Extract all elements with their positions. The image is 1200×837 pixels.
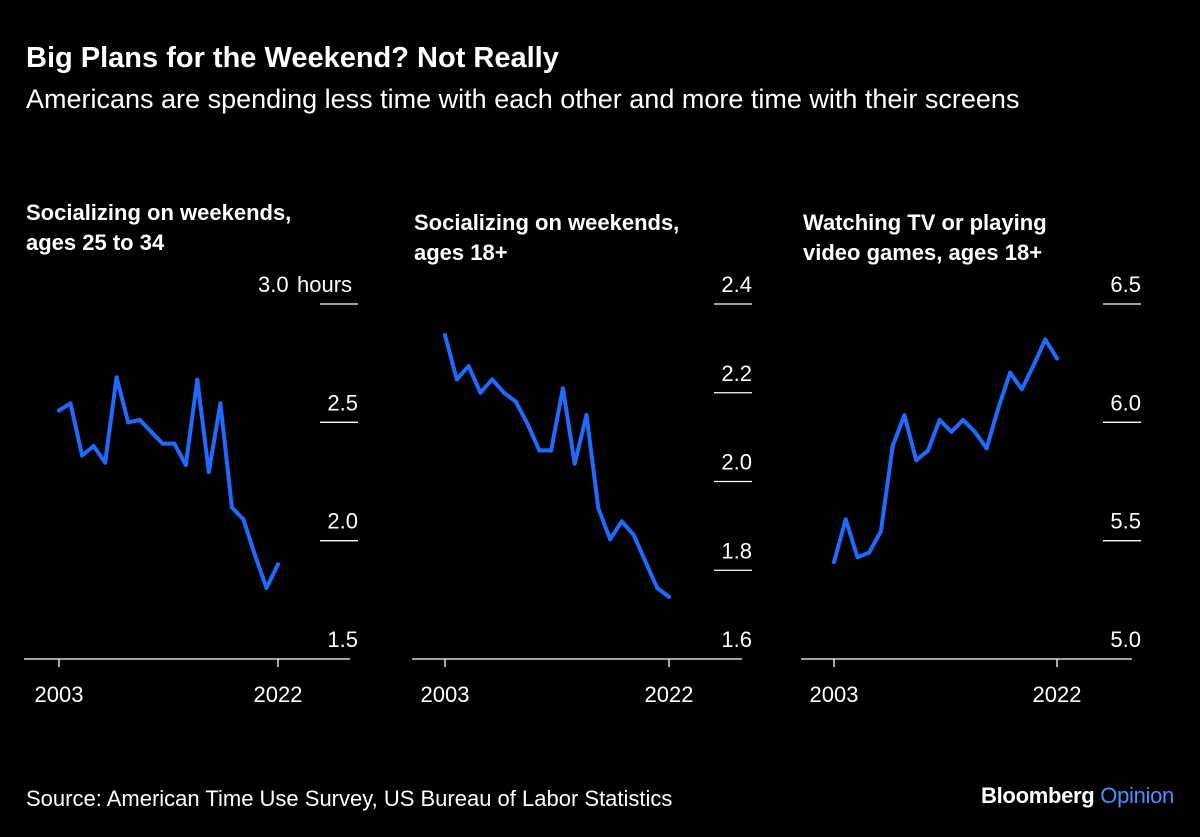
- y-tick-label-3-0: 5.0: [1110, 627, 1141, 652]
- brand-logo: Bloomberg Opinion: [981, 783, 1174, 809]
- data-point-3-2012: [937, 417, 942, 422]
- data-point-3-2013: [949, 429, 954, 434]
- data-point-2-2014: [572, 461, 577, 466]
- data-point-1-2018: [229, 505, 234, 510]
- data-point-2-2016: [596, 506, 601, 511]
- data-point-1-2007: [103, 460, 108, 465]
- data-point-3-2020: [1031, 363, 1036, 368]
- data-point-3-2006: [867, 550, 872, 555]
- y-tick-label-2-2: 2.0: [721, 450, 752, 475]
- data-point-2-2009: [513, 399, 518, 404]
- data-point-1-2013: [172, 441, 177, 446]
- y-tick-label-3-1: 5.5: [1110, 509, 1141, 534]
- y-tick-label-1-3: 3.0: [258, 272, 289, 297]
- data-point-1-2015: [195, 377, 200, 382]
- panel-title-1-line-1: Socializing on weekends,: [26, 200, 292, 225]
- panel-title-2-line-2: ages 18+: [414, 240, 508, 265]
- data-point-3-2003: [832, 559, 836, 564]
- panel-title-2-line-1: Socializing on weekends,: [414, 210, 680, 235]
- y-tick-label-2-1: 1.8: [721, 538, 752, 563]
- y-tick-label-1-2: 2.5: [327, 390, 358, 415]
- panel-title-3-line-1: Watching TV or playing: [803, 210, 1047, 235]
- data-point-2-2018: [619, 519, 624, 524]
- x-tick-label-3-0: 2003: [810, 682, 859, 707]
- data-point-3-2022: [1055, 356, 1059, 361]
- data-point-3-2016: [984, 446, 989, 451]
- data-point-1-2010: [137, 417, 142, 422]
- data-point-3-2007: [878, 529, 883, 534]
- data-point-2-2010: [525, 421, 530, 426]
- data-point-2-2012: [549, 448, 554, 453]
- x-tick-label-2-0: 2003: [421, 682, 470, 707]
- data-point-3-2019: [1019, 387, 1024, 392]
- data-point-1-2016: [206, 470, 211, 475]
- data-point-3-2021: [1043, 337, 1048, 342]
- chart-title: Big Plans for the Weekend? Not Really: [26, 42, 559, 74]
- data-point-1-2012: [160, 441, 165, 446]
- data-point-3-2010: [914, 458, 919, 463]
- series-line-2: [443, 333, 671, 599]
- series-line-3: [832, 337, 1059, 564]
- data-point-2-2004: [454, 377, 459, 382]
- panel-title-3-line-2: video games, ages 18+: [803, 240, 1043, 265]
- data-point-1-2004: [68, 401, 73, 406]
- y-unit-label-1: hours: [297, 272, 352, 297]
- y-tick-label-3-2: 6.0: [1110, 390, 1141, 415]
- x-tick-label-1-0: 2003: [35, 682, 84, 707]
- data-point-1-2008: [114, 375, 119, 380]
- brand-accent: Opinion: [1100, 783, 1174, 808]
- panel-title-3: Watching TV or playing video games, ages…: [803, 208, 1047, 268]
- y-tick-label-2-0: 1.6: [721, 627, 752, 652]
- data-point-3-2005: [855, 555, 860, 560]
- data-point-3-2018: [1008, 370, 1013, 375]
- source-note: Source: American Time Use Survey, US Bur…: [26, 786, 673, 811]
- data-point-3-2011: [925, 448, 930, 453]
- data-point-2-2013: [560, 386, 565, 391]
- data-point-2-2017: [608, 537, 613, 542]
- data-point-2-2011: [537, 448, 542, 453]
- data-point-1-2003: [57, 408, 61, 413]
- data-point-2-2015: [584, 412, 589, 417]
- y-tick-label-2-4: 2.4: [721, 272, 752, 297]
- data-point-3-2015: [972, 429, 977, 434]
- x-tick-label-3-1: 2022: [1033, 682, 1082, 707]
- data-point-1-2006: [91, 444, 96, 448]
- data-point-1-2017: [218, 401, 223, 406]
- data-point-1-2019: [241, 517, 246, 522]
- y-tick-label-3-3: 6.5: [1110, 272, 1141, 297]
- panel-title-2: Socializing on weekends, ages 18+: [414, 208, 679, 268]
- data-point-1-2005: [80, 453, 85, 458]
- data-point-1-2020: [252, 552, 257, 557]
- series-line-1: [57, 375, 280, 590]
- data-point-1-2022: [276, 562, 280, 567]
- data-point-2-2022: [667, 594, 671, 599]
- y-tick-label-1-1: 2.0: [327, 509, 358, 534]
- data-point-2-2019: [631, 532, 636, 537]
- data-point-3-2004: [843, 517, 848, 522]
- data-point-2-2008: [501, 390, 506, 395]
- data-point-2-2005: [466, 364, 471, 369]
- data-point-2-2021: [655, 586, 660, 590]
- x-tick-label-2-1: 2022: [645, 682, 694, 707]
- brand-name: Bloomberg: [981, 783, 1095, 808]
- data-point-2-2006: [478, 390, 483, 395]
- panel-title-1: Socializing on weekends, ages 25 to 34: [26, 198, 291, 258]
- y-tick-label-2-3: 2.2: [721, 361, 752, 386]
- data-point-1-2014: [183, 462, 188, 467]
- data-point-3-2014: [961, 417, 966, 422]
- data-point-1-2011: [149, 429, 154, 434]
- data-point-3-2017: [996, 406, 1001, 411]
- panel-title-1-line-2: ages 25 to 34: [26, 230, 165, 255]
- data-point-3-2008: [890, 444, 895, 448]
- x-tick-label-1-1: 2022: [254, 682, 303, 707]
- data-point-2-2007: [490, 377, 495, 382]
- data-point-2-2020: [643, 559, 648, 564]
- data-point-2-2003: [443, 333, 447, 338]
- data-point-1-2021: [264, 586, 269, 590]
- data-point-3-2009: [902, 413, 907, 418]
- y-tick-label-1-0: 1.5: [327, 627, 358, 652]
- data-point-1-2009: [126, 420, 131, 425]
- chart-subtitle: Americans are spending less time with ea…: [26, 84, 1020, 114]
